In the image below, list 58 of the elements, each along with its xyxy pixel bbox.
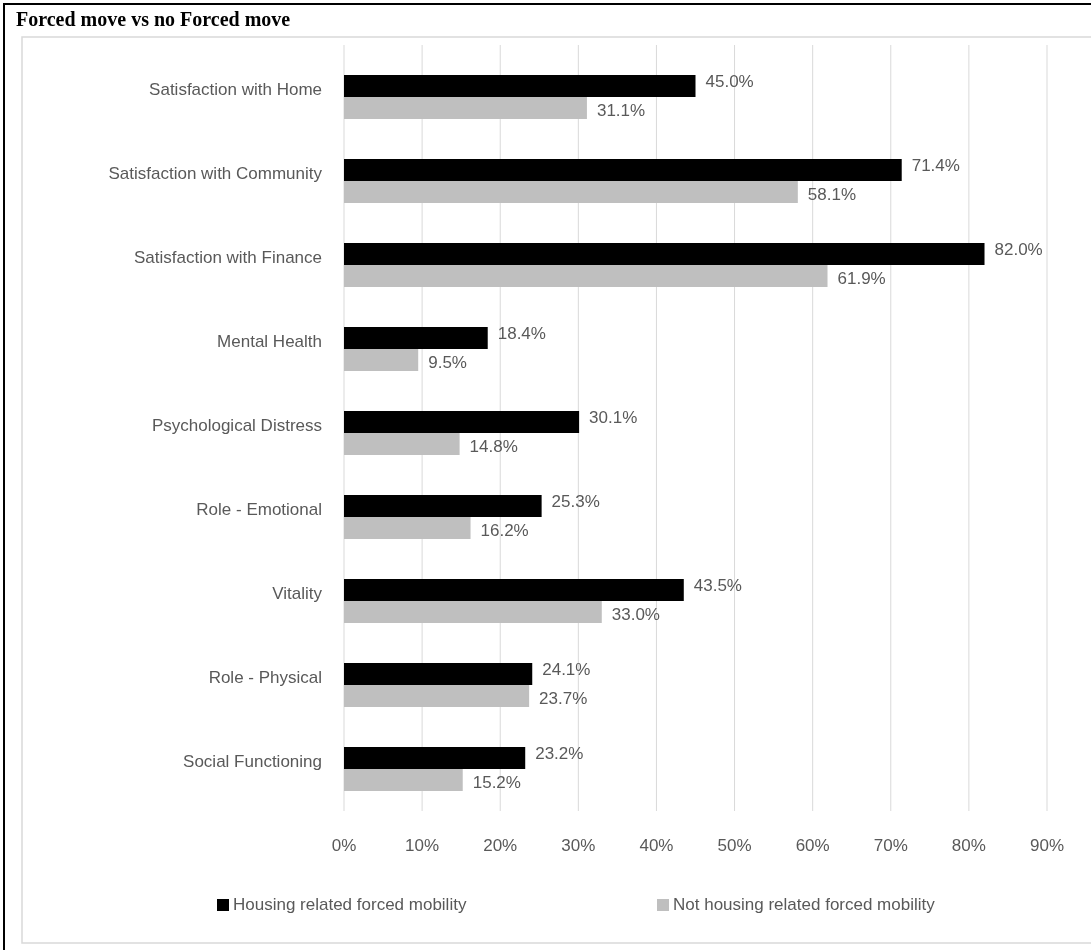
data-label: 18.4% [497, 324, 546, 344]
x-tick-label: 10% [405, 836, 440, 855]
x-tick-label: 90% [1029, 836, 1065, 855]
data-label: 25.3% [551, 492, 600, 512]
data-label: 30.1% [589, 408, 638, 428]
x-tick-label: 30% [561, 836, 596, 855]
bar [344, 663, 533, 685]
data-label: 43.5% [693, 576, 742, 596]
data-label: 16.2% [480, 521, 529, 541]
data-label: 71.4% [911, 156, 960, 176]
bar [344, 181, 798, 203]
bar [344, 411, 580, 433]
bar [344, 495, 542, 517]
data-label: 9.5% [428, 353, 467, 373]
bar [344, 769, 463, 791]
bar [344, 75, 696, 97]
y-tick-label: Psychological Distress [151, 416, 322, 436]
y-tick-label: Satisfaction with Community [108, 164, 323, 184]
bar [344, 159, 902, 181]
x-tick-label: 0% [331, 836, 357, 855]
data-label: 61.9% [837, 269, 886, 289]
y-tick-label: Role - Emotional [196, 500, 322, 520]
bar [344, 243, 985, 265]
x-tick-label: 60% [795, 836, 830, 855]
bar [344, 265, 828, 287]
data-label: 45.0% [705, 72, 754, 92]
text: Forced move vs no Forced move [16, 8, 291, 30]
data-label: 82.0% [994, 240, 1043, 260]
data-label: 31.1% [596, 101, 646, 121]
data-label: 24.1% [542, 660, 591, 680]
data-label: 23.7% [539, 689, 588, 709]
bar [344, 327, 488, 349]
bar [344, 349, 419, 371]
bar [344, 433, 460, 455]
y-tick-label: Satisfaction with Finance [133, 248, 322, 268]
bar [344, 97, 587, 119]
x-tick-label: 70% [873, 836, 908, 855]
x-tick-label: 80% [951, 836, 986, 855]
data-label: 14.8% [469, 437, 518, 457]
bar [344, 685, 530, 707]
data-label: 33.0% [611, 605, 660, 625]
bar [344, 601, 602, 623]
y-tick-label: Satisfaction with Home [149, 80, 322, 100]
data-label: 58.1% [807, 185, 857, 205]
x-tick-label: 50% [717, 836, 752, 855]
x-tick-label: 40% [639, 836, 674, 855]
bar [344, 747, 526, 769]
data-label: 15.2% [472, 773, 521, 793]
x-tick-label: 20% [483, 836, 518, 855]
legend-label: Not housing related forced mobility [673, 895, 936, 915]
y-tick-label: Vitality [272, 584, 323, 604]
y-tick-label: Mental Health [217, 332, 322, 352]
legend-label: Housing related forced mobility [233, 895, 467, 915]
data-label: 23.2% [535, 744, 584, 764]
y-tick-label: Social Functioning [183, 752, 322, 772]
y-tick-label: Role - Physical [208, 668, 322, 688]
bar [344, 579, 684, 601]
bar [344, 517, 471, 539]
